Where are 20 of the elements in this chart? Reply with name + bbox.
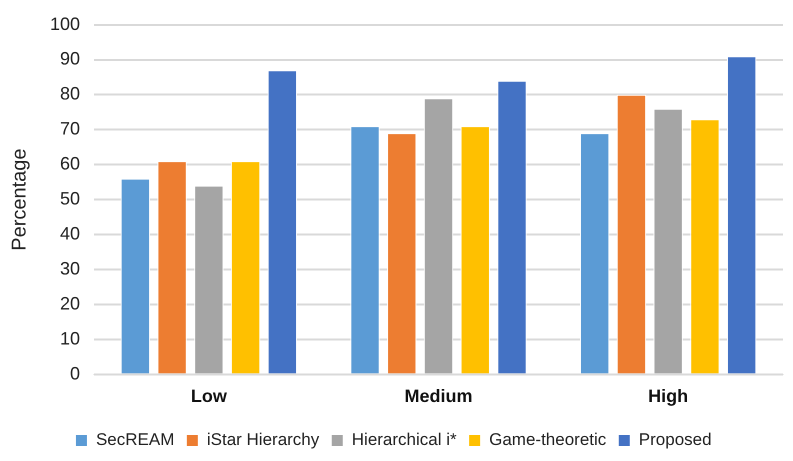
y-tick-label: 50 bbox=[60, 188, 80, 209]
y-axis-title: Percentage bbox=[8, 148, 31, 251]
x-tick-label: Low bbox=[190, 386, 228, 406]
x-tick-label: High bbox=[648, 386, 688, 406]
y-tick-label: 70 bbox=[60, 118, 80, 139]
y-tick-label: 60 bbox=[60, 154, 80, 174]
y-tick-label: 90 bbox=[60, 48, 80, 69]
y-tick-label: 40 bbox=[60, 224, 80, 244]
y-tick-label: 20 bbox=[60, 293, 80, 314]
legend-label: SecREAM bbox=[96, 430, 174, 450]
y-tick-label: 30 bbox=[60, 258, 80, 278]
y-tick-label: 0 bbox=[70, 363, 80, 384]
y-tick-label: 10 bbox=[60, 328, 80, 348]
legend-label: Hierarchical i* bbox=[352, 430, 458, 450]
y-tick-label: 100 bbox=[50, 14, 80, 34]
x-tick-label: Medium bbox=[404, 386, 473, 406]
y-tick-label: 80 bbox=[60, 84, 80, 104]
legend-label: Proposed bbox=[638, 430, 712, 450]
legend-label: iStar Hierarchy bbox=[206, 430, 320, 450]
legend-label: Game-theoretic bbox=[489, 430, 607, 450]
